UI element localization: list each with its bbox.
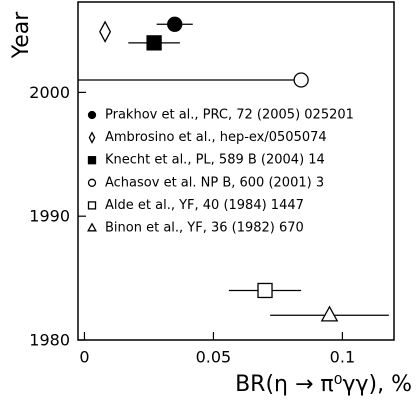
legend-label: Ambrosino et al., hep-ex/0505074 bbox=[105, 130, 327, 145]
plot-frame bbox=[77, 1, 395, 341]
x-axis-label: BR(η → π⁰γγ), % bbox=[235, 372, 412, 397]
legend-label: Binon et al., YF, 36 (1982) 670 bbox=[105, 221, 304, 236]
legend-label: Achasov et al. NP B, 600 (2001) 3 bbox=[105, 175, 324, 190]
y-tick-label: 1990 bbox=[29, 207, 70, 226]
marker bbox=[257, 282, 273, 299]
legend-marker bbox=[87, 201, 97, 210]
legend-marker bbox=[88, 131, 96, 144]
marker bbox=[99, 20, 112, 43]
x-tick-label: 0.1 bbox=[330, 348, 355, 367]
marker bbox=[146, 35, 162, 51]
legend-marker bbox=[87, 156, 97, 165]
legend-label: Knecht et al., PL, 589 B (2004) 14 bbox=[105, 153, 325, 168]
y-axis-label: Year bbox=[9, 11, 34, 60]
marker bbox=[167, 16, 183, 32]
marker bbox=[320, 305, 339, 322]
x-tick-label: 0.05 bbox=[196, 348, 232, 367]
legend-marker bbox=[87, 222, 97, 232]
data-layer bbox=[78, 16, 389, 322]
legend-label: Prakhov et al., PRC, 72 (2005) 025201 bbox=[105, 108, 354, 123]
legend-label: Alde et al., YF, 40 (1984) 1447 bbox=[105, 198, 304, 213]
legend-marker bbox=[87, 178, 97, 187]
y-tick-label: 2000 bbox=[29, 83, 70, 102]
legend-marker bbox=[87, 110, 97, 120]
x-tick-label: 0 bbox=[79, 348, 89, 367]
y-tick-label: 1980 bbox=[29, 331, 70, 350]
marker bbox=[293, 72, 309, 88]
